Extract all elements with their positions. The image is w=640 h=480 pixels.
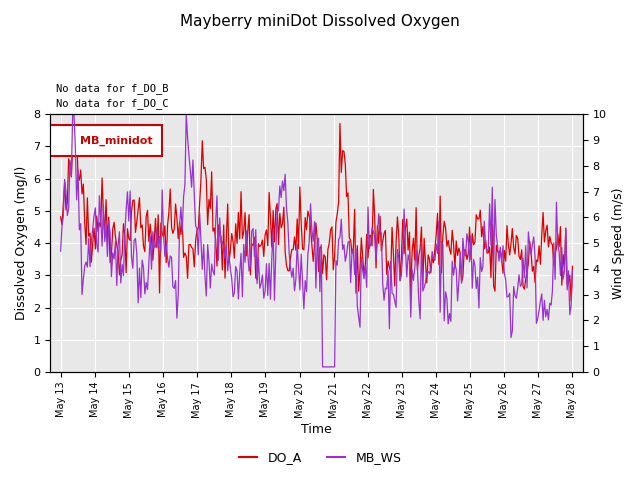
Y-axis label: Dissolved Oxygen (mg/l): Dissolved Oxygen (mg/l) <box>15 166 28 320</box>
Legend: DO_A, MB_WS: DO_A, MB_WS <box>234 446 406 469</box>
Text: Mayberry miniDot Dissolved Oxygen: Mayberry miniDot Dissolved Oxygen <box>180 14 460 29</box>
Text: No data for f_DO_B: No data for f_DO_B <box>56 83 168 94</box>
FancyBboxPatch shape <box>51 125 162 156</box>
X-axis label: Time: Time <box>301 423 332 436</box>
Text: MB_minidot: MB_minidot <box>80 136 152 146</box>
Y-axis label: Wind Speed (m/s): Wind Speed (m/s) <box>612 187 625 299</box>
Text: No data for f_DO_C: No data for f_DO_C <box>56 98 168 109</box>
